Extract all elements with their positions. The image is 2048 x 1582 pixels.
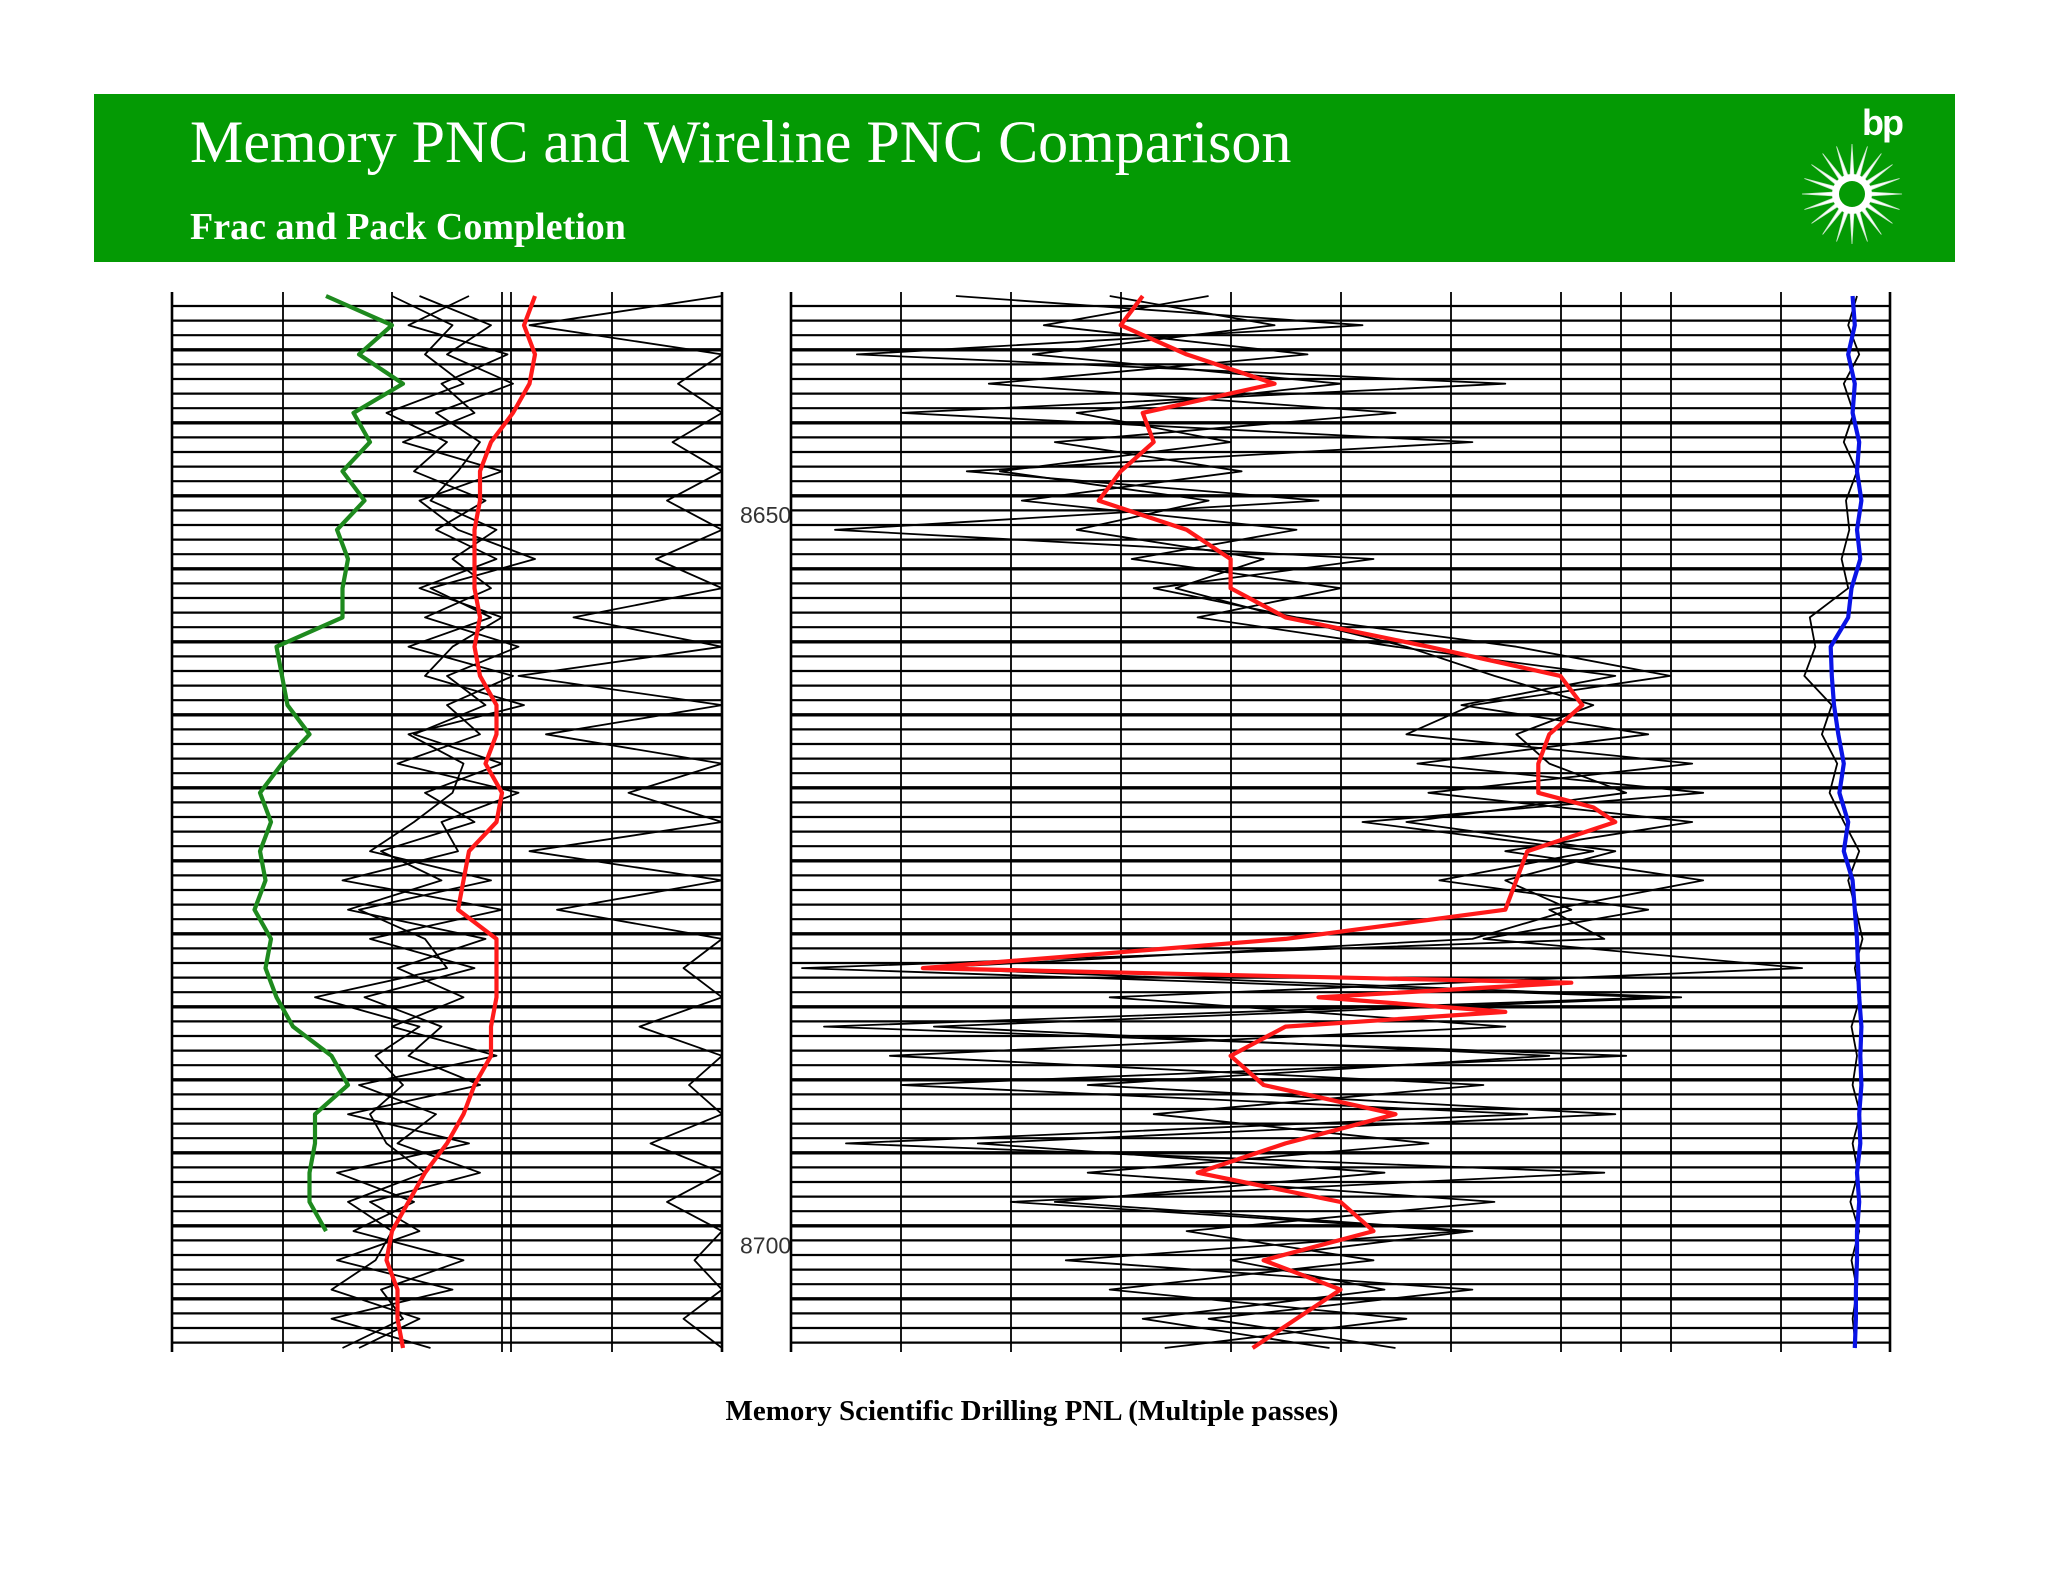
title-banner xyxy=(94,94,1955,262)
pass-curve xyxy=(517,295,723,1349)
pass-curve xyxy=(336,295,536,1349)
depth-grid xyxy=(172,304,722,1344)
pass-curve xyxy=(922,295,1683,1349)
page-title: Memory PNC and Wireline PNC Comparison xyxy=(190,109,1292,175)
left-track: 8650 8700 xyxy=(170,292,791,1352)
banner-background xyxy=(94,94,1955,262)
bp-helios-logo-icon xyxy=(1801,143,1903,245)
right-track xyxy=(789,292,1892,1352)
depth-label: 8650 xyxy=(740,502,791,528)
highlight-curve xyxy=(384,295,538,1349)
depth-label: 8700 xyxy=(740,1233,791,1259)
pass-curve xyxy=(801,295,1705,1349)
highlight-curve xyxy=(252,294,406,1233)
logo-core xyxy=(1839,181,1865,207)
pass-curve xyxy=(1803,295,1864,1349)
highlight-curve xyxy=(920,294,1618,1350)
highlight-curve xyxy=(1828,295,1864,1349)
figure-caption: Memory Scientific Drilling PNL (Multiple… xyxy=(725,1395,1339,1427)
pass-curve xyxy=(314,295,525,1349)
logo-text: bp xyxy=(1862,102,1904,143)
page-subtitle: Frac and Pack Completion xyxy=(190,206,626,248)
pass-curve xyxy=(330,295,520,1349)
pass-curve xyxy=(889,295,1803,1349)
